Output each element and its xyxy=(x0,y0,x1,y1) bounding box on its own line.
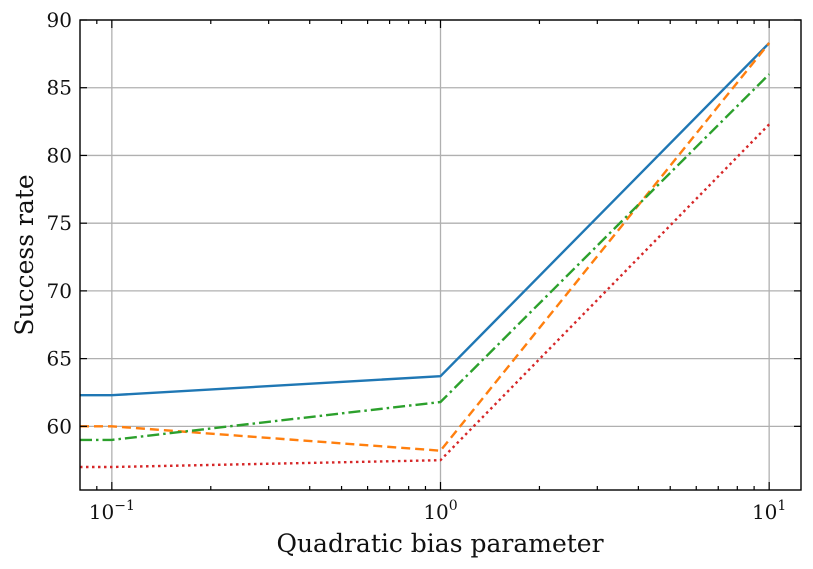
grid xyxy=(80,19,801,490)
y-axis-label: Success rate xyxy=(10,174,39,335)
tick-labels: 60 65 70 75 80 85 90 10−1 100 101 xyxy=(47,8,787,524)
y-tick-label: 65 xyxy=(47,347,72,371)
x-tick-label: 100 xyxy=(423,498,457,524)
x-axis-label: Quadratic bias parameter xyxy=(276,529,603,558)
y-tick-label: 70 xyxy=(47,279,72,303)
y-tick-label: 75 xyxy=(47,211,72,235)
y-tick-label: 90 xyxy=(47,8,72,32)
y-tick-label: 60 xyxy=(47,414,72,438)
plot-frame xyxy=(79,19,802,491)
series-line-4 xyxy=(80,123,771,469)
y-tick-label: 85 xyxy=(47,76,72,100)
series-line-1 xyxy=(80,42,771,397)
series-group xyxy=(80,42,771,469)
x-tick-label: 10−1 xyxy=(89,498,135,524)
x-tick-label: 101 xyxy=(752,498,786,524)
y-tick-label: 80 xyxy=(47,143,72,167)
series-line-3 xyxy=(80,73,771,442)
series-line-2 xyxy=(80,42,771,452)
